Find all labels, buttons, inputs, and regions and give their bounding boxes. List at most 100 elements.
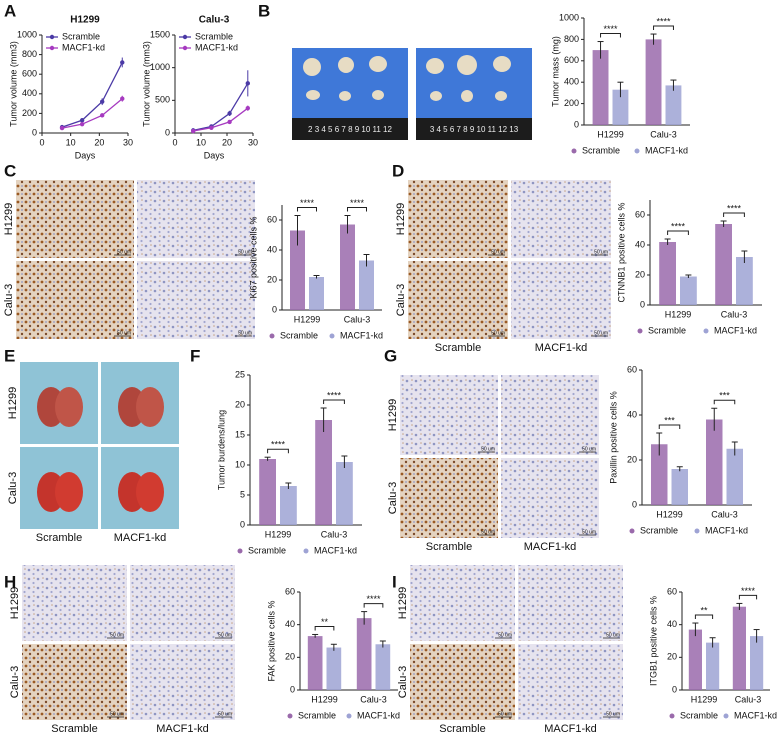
legend-marker	[634, 148, 640, 154]
x-tick-label: H1299	[311, 694, 338, 704]
lung	[55, 387, 83, 427]
line	[61, 62, 123, 128]
y-tick-label: 0	[672, 684, 677, 694]
significance-label: ****	[366, 594, 381, 604]
x-tick-label: Calu-3	[711, 509, 738, 519]
legend-label: Scramble	[648, 325, 686, 335]
x-tick-label: Calu-3	[360, 694, 387, 704]
bar	[375, 644, 391, 690]
scale-bar-label: 50 um	[491, 330, 505, 336]
x-tick-label: 20	[94, 137, 104, 147]
y-tick-label: 20	[635, 269, 645, 279]
ihc-image	[400, 458, 498, 538]
y-tick-label: 60	[267, 214, 277, 224]
image-row-label: Calu-3	[397, 666, 409, 698]
y-tick-label: 500	[155, 95, 170, 105]
significance-bracket	[267, 448, 289, 454]
significance-bracket	[694, 614, 714, 620]
ihc-image	[16, 261, 134, 339]
x-tick-label: H1299	[665, 309, 692, 319]
legend-label: MACF1-kd	[705, 525, 748, 535]
legend-marker	[703, 328, 709, 334]
ihc-image	[130, 565, 235, 641]
panel-label: B	[258, 1, 270, 20]
y-tick-label: 200	[22, 108, 37, 118]
scale-bar-label: 50 um	[481, 529, 495, 535]
image-row-label: H1299	[387, 399, 399, 431]
y-axis-label: Tumor burdens/lung	[216, 410, 226, 490]
scale-bar-label: 50 um	[238, 249, 252, 255]
bar	[612, 89, 629, 125]
marker	[79, 118, 85, 123]
x-tick-label: 30	[123, 137, 133, 147]
x-tick-label: H1299	[656, 509, 683, 519]
line	[193, 83, 249, 132]
scale-bar-label: 50 um	[582, 446, 596, 452]
chart: 0 500 1000 1500 Tumor volume (mm3) Calu-3 0 10 2…	[141, 15, 258, 161]
bar	[736, 257, 753, 305]
significance-label: ****	[727, 203, 742, 213]
bar	[356, 618, 372, 690]
bar	[307, 636, 323, 690]
ihc-image	[400, 375, 498, 455]
scale-bar-label: 50 um	[498, 632, 512, 638]
y-tick-label: 40	[627, 409, 637, 419]
chart-title: Calu-3	[199, 15, 230, 26]
marker	[79, 121, 85, 127]
panel-label: E	[4, 346, 15, 365]
legend-label: MACF1-kd	[314, 545, 357, 555]
significance-label: ***	[719, 391, 730, 401]
x-tick-label: H1299	[294, 314, 321, 324]
y-axis-label: Tumor volume (mm3)	[141, 41, 151, 127]
x-tick-label: 0	[39, 137, 44, 147]
ihc-image	[137, 180, 255, 258]
bar	[659, 242, 676, 305]
x-tick-label: 10	[66, 137, 76, 147]
bar	[706, 419, 723, 505]
x-tick-label: H1299	[691, 694, 718, 704]
legend-label: Scramble	[582, 145, 620, 155]
line	[193, 107, 249, 132]
y-axis-label: Tumor volume (mm3)	[8, 41, 18, 127]
chart: 0 5 10 15 20 25 Tumor burdens/lung H1299 **** Cal…	[216, 369, 362, 555]
image-col-label: MACF1-kd	[535, 342, 588, 354]
scale-bar-label: 50 um	[218, 711, 232, 717]
ihc-image	[16, 180, 134, 258]
y-tick-label: 600	[564, 55, 579, 65]
y-tick-label: 1000	[559, 12, 579, 22]
image-row-label: H1299	[397, 587, 409, 619]
significance-label: **	[321, 617, 329, 627]
scale-bar-label: 50 um	[491, 249, 505, 255]
legend-label: Scramble	[195, 31, 233, 41]
bar	[715, 224, 732, 305]
bar	[259, 459, 276, 525]
ihc-image	[410, 644, 515, 720]
y-tick-label: 400	[22, 88, 37, 98]
legend-marker	[269, 333, 275, 339]
significance-label: ****	[603, 24, 618, 34]
panel-label: H	[4, 572, 16, 591]
legend-label: MACF1-kd	[645, 145, 688, 155]
image-row-label: H1299	[7, 387, 19, 419]
significance-label: ****	[350, 198, 365, 208]
scale-bar-label: 50 um	[582, 529, 596, 535]
legend-label: Scramble	[248, 545, 286, 555]
scale-bar-label: 50 um	[606, 711, 620, 717]
y-tick-label: 0	[290, 684, 295, 694]
significance-bracket	[600, 33, 621, 38]
significance-bracket	[363, 603, 384, 608]
x-tick-label: 30	[248, 137, 258, 147]
bar	[592, 50, 609, 125]
y-tick-label: 60	[627, 364, 637, 374]
bar	[726, 448, 743, 505]
significance-bracket	[658, 424, 681, 429]
ihc-image	[137, 261, 255, 339]
y-tick-label: 40	[667, 619, 677, 629]
y-tick-label: 0	[272, 304, 277, 314]
marker	[209, 125, 214, 130]
significance-label: ****	[327, 390, 342, 400]
ihc-image	[518, 565, 623, 641]
image-col-label: MACF1-kd	[114, 532, 167, 544]
